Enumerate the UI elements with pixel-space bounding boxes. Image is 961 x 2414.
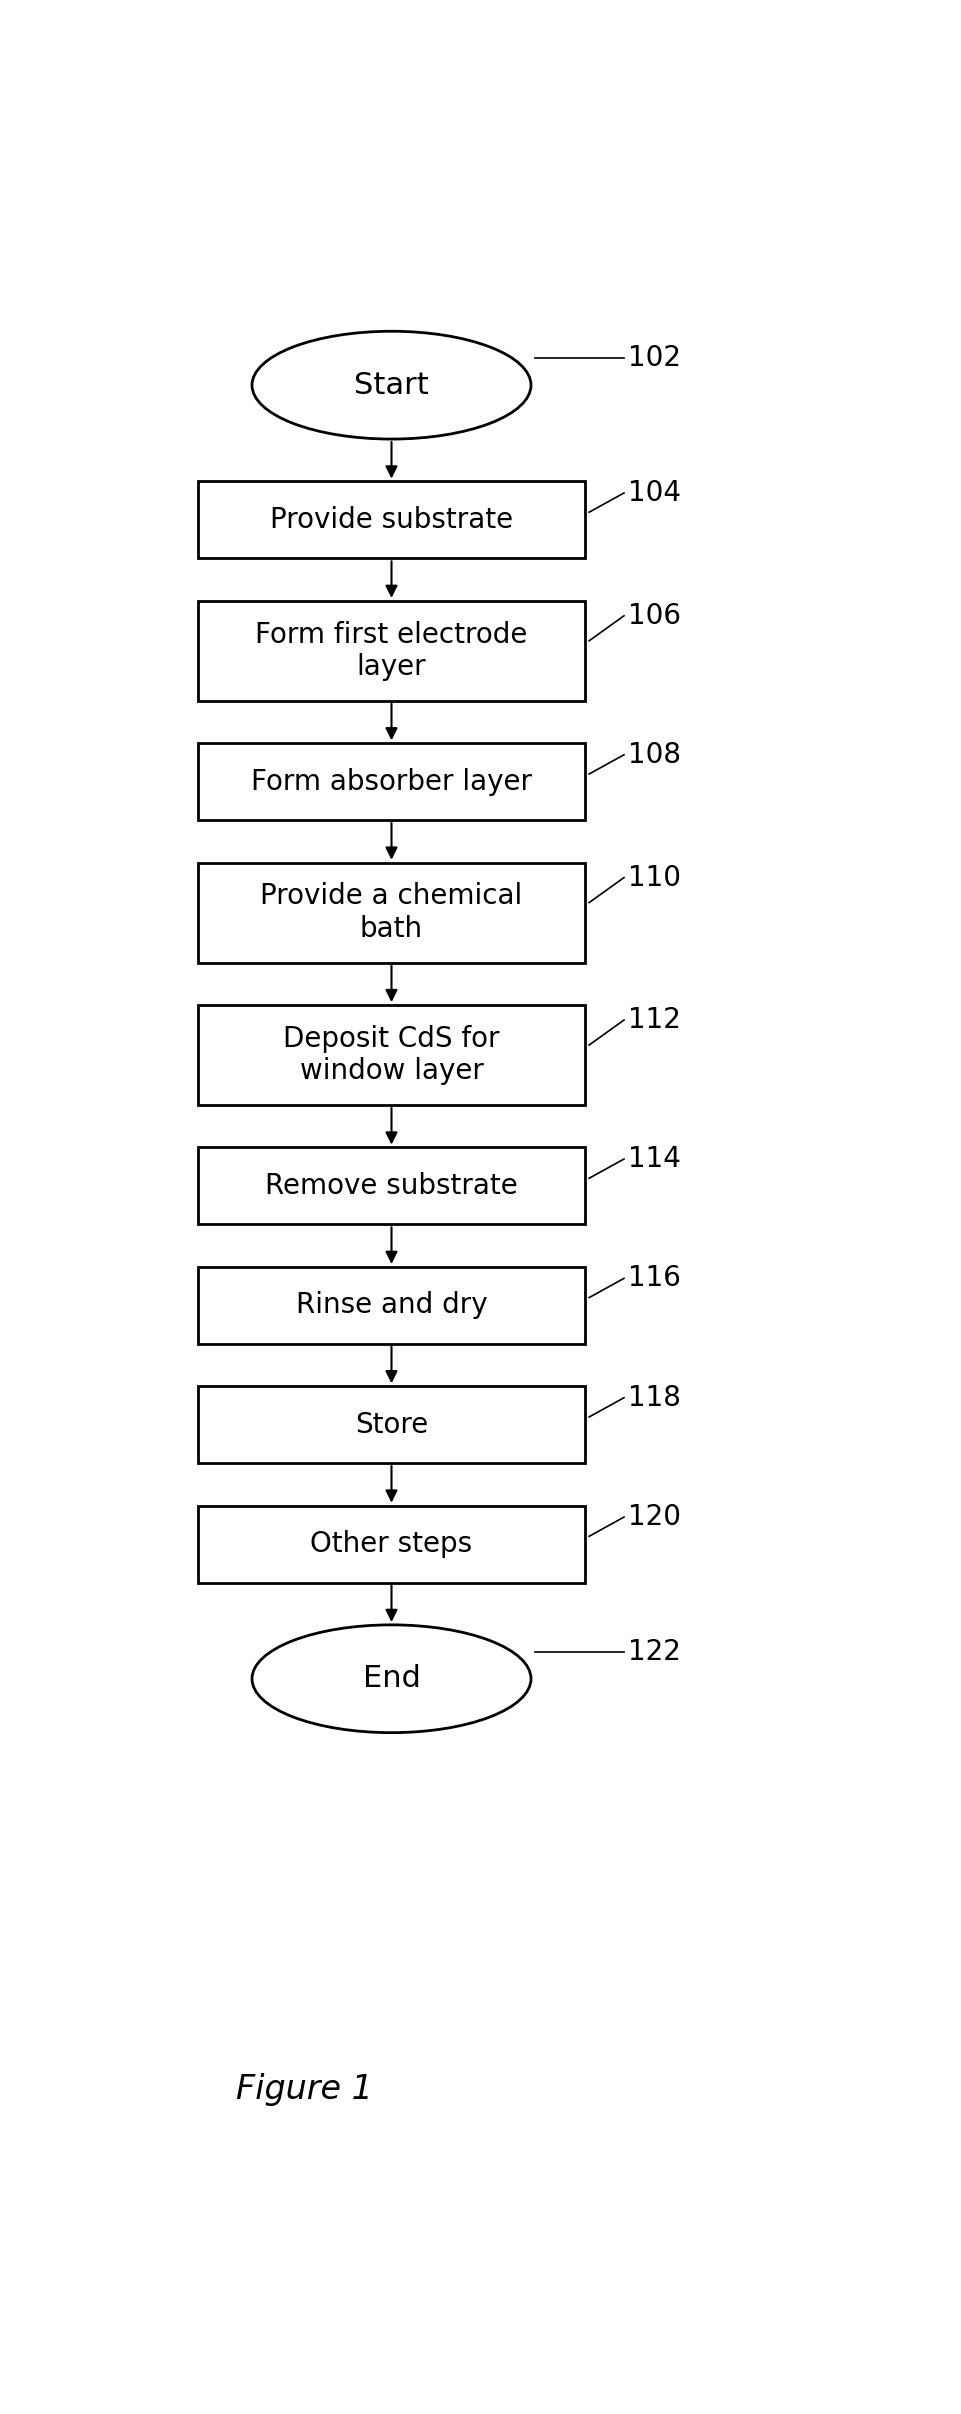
Text: Provide substrate: Provide substrate [270, 507, 512, 533]
Text: 118: 118 [628, 1383, 680, 1412]
Text: Figure 1: Figure 1 [236, 2074, 373, 2105]
Bar [198, 862, 584, 963]
Text: 116: 116 [628, 1265, 680, 1291]
Text: Rinse and dry: Rinse and dry [295, 1291, 487, 1320]
Text: 114: 114 [628, 1144, 680, 1173]
Text: 112: 112 [628, 1007, 680, 1033]
Text: Remove substrate: Remove substrate [265, 1171, 517, 1200]
Text: 120: 120 [628, 1504, 680, 1530]
Text: Form absorber layer: Form absorber layer [251, 768, 531, 797]
Text: Store: Store [355, 1410, 428, 1439]
Text: Provide a chemical
bath: Provide a chemical bath [260, 884, 522, 944]
Text: Start: Start [354, 372, 429, 401]
Bar [198, 1506, 584, 1584]
Bar [198, 601, 584, 700]
Text: 106: 106 [628, 601, 680, 630]
Bar [198, 744, 584, 821]
Bar [198, 1267, 584, 1345]
Ellipse shape [252, 331, 530, 439]
Text: Form first electrode
layer: Form first electrode layer [255, 620, 528, 681]
Bar [198, 1004, 584, 1106]
Text: End: End [362, 1663, 420, 1692]
Text: Deposit CdS for
window layer: Deposit CdS for window layer [283, 1026, 499, 1086]
Text: 108: 108 [628, 741, 680, 768]
Text: 104: 104 [628, 478, 680, 507]
Bar [198, 1386, 584, 1463]
Text: 110: 110 [628, 864, 680, 891]
Text: 122: 122 [628, 1637, 680, 1666]
Bar [198, 480, 584, 558]
Ellipse shape [252, 1625, 530, 1733]
Bar [198, 1147, 584, 1224]
Text: 102: 102 [628, 345, 680, 372]
Text: Other steps: Other steps [310, 1530, 472, 1557]
